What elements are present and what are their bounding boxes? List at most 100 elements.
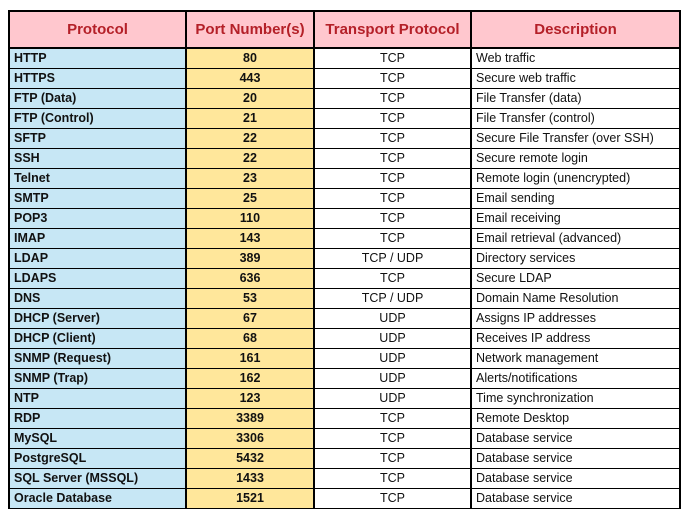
table-row: SFTP 22 TCP Secure File Transfer (over S… xyxy=(8,127,681,149)
header-description: Description xyxy=(470,10,681,49)
protocol-cell: SSH xyxy=(8,147,187,169)
protocol-cell: SMTP xyxy=(8,187,187,209)
description-cell: Remote Desktop xyxy=(470,407,681,429)
description-cell: File Transfer (control) xyxy=(470,107,681,129)
header-port-numbers: Port Number(s) xyxy=(185,10,315,49)
description-cell: Email receiving xyxy=(470,207,681,229)
description-cell: Directory services xyxy=(470,247,681,269)
description-cell: Web traffic xyxy=(470,47,681,69)
port-cell: 25 xyxy=(185,187,315,209)
protocol-cell: Oracle Database xyxy=(8,487,187,509)
table-row: DHCP (Client) 68 UDP Receives IP address xyxy=(8,327,681,349)
port-cell: 143 xyxy=(185,227,315,249)
table-row: POP3 110 TCP Email receiving xyxy=(8,207,681,229)
transport-cell: TCP xyxy=(313,467,472,489)
port-cell: 21 xyxy=(185,107,315,129)
port-cell: 67 xyxy=(185,307,315,329)
table-row: Telnet 23 TCP Remote login (unencrypted) xyxy=(8,167,681,189)
protocol-port-table: Protocol Port Number(s) Transport Protoc… xyxy=(8,10,681,509)
table-row: IMAP 143 TCP Email retrieval (advanced) xyxy=(8,227,681,249)
port-cell: 5432 xyxy=(185,447,315,469)
transport-cell: UDP xyxy=(313,367,472,389)
port-cell: 636 xyxy=(185,267,315,289)
port-cell: 20 xyxy=(185,87,315,109)
protocol-cell: LDAPS xyxy=(8,267,187,289)
description-cell: Assigns IP addresses xyxy=(470,307,681,329)
description-cell: Secure web traffic xyxy=(470,67,681,89)
table-row: HTTPS 443 TCP Secure web traffic xyxy=(8,67,681,89)
port-cell: 162 xyxy=(185,367,315,389)
description-cell: Secure remote login xyxy=(470,147,681,169)
protocol-cell: Telnet xyxy=(8,167,187,189)
table-row: HTTP 80 TCP Web traffic xyxy=(8,47,681,69)
table-row: FTP (Data) 20 TCP File Transfer (data) xyxy=(8,87,681,109)
table-row: MySQL 3306 TCP Database service xyxy=(8,427,681,449)
port-cell: 389 xyxy=(185,247,315,269)
port-cell: 3306 xyxy=(185,427,315,449)
table-row: Oracle Database 1521 TCP Database servic… xyxy=(8,487,681,509)
transport-cell: TCP xyxy=(313,227,472,249)
transport-cell: TCP xyxy=(313,167,472,189)
protocol-cell: PostgreSQL xyxy=(8,447,187,469)
port-cell: 22 xyxy=(185,147,315,169)
header-row: Protocol Port Number(s) Transport Protoc… xyxy=(8,10,681,49)
transport-cell: TCP xyxy=(313,267,472,289)
port-cell: 161 xyxy=(185,347,315,369)
transport-cell: UDP xyxy=(313,347,472,369)
port-cell: 443 xyxy=(185,67,315,89)
transport-cell: TCP xyxy=(313,447,472,469)
table-row: SNMP (Request) 161 UDP Network managemen… xyxy=(8,347,681,369)
port-cell: 3389 xyxy=(185,407,315,429)
protocol-port-table-sheet: Protocol Port Number(s) Transport Protoc… xyxy=(8,10,681,509)
description-cell: Domain Name Resolution xyxy=(470,287,681,309)
table-row: FTP (Control) 21 TCP File Transfer (cont… xyxy=(8,107,681,129)
table-row: DHCP (Server) 67 UDP Assigns IP addresse… xyxy=(8,307,681,329)
port-cell: 123 xyxy=(185,387,315,409)
transport-cell: TCP xyxy=(313,207,472,229)
table-row: SNMP (Trap) 162 UDP Alerts/notifications xyxy=(8,367,681,389)
table-row: LDAP 389 TCP / UDP Directory services xyxy=(8,247,681,269)
port-cell: 23 xyxy=(185,167,315,189)
transport-cell: TCP xyxy=(313,67,472,89)
header-protocol: Protocol xyxy=(8,10,187,49)
table-row: DNS 53 TCP / UDP Domain Name Resolution xyxy=(8,287,681,309)
transport-cell: UDP xyxy=(313,307,472,329)
transport-cell: TCP xyxy=(313,47,472,69)
port-cell: 110 xyxy=(185,207,315,229)
table-row: PostgreSQL 5432 TCP Database service xyxy=(8,447,681,469)
transport-cell: UDP xyxy=(313,387,472,409)
table-row: SQL Server (MSSQL) 1433 TCP Database ser… xyxy=(8,467,681,489)
transport-cell: TCP xyxy=(313,127,472,149)
description-cell: Secure File Transfer (over SSH) xyxy=(470,127,681,149)
transport-cell: TCP / UDP xyxy=(313,247,472,269)
protocol-cell: IMAP xyxy=(8,227,187,249)
table-row: SMTP 25 TCP Email sending xyxy=(8,187,681,209)
description-cell: File Transfer (data) xyxy=(470,87,681,109)
description-cell: Email retrieval (advanced) xyxy=(470,227,681,249)
protocol-cell: LDAP xyxy=(8,247,187,269)
transport-cell: TCP xyxy=(313,427,472,449)
description-cell: Network management xyxy=(470,347,681,369)
table-row: SSH 22 TCP Secure remote login xyxy=(8,147,681,169)
description-cell: Database service xyxy=(470,487,681,509)
protocol-cell: NTP xyxy=(8,387,187,409)
description-cell: Database service xyxy=(470,467,681,489)
port-cell: 1433 xyxy=(185,467,315,489)
table-row: LDAPS 636 TCP Secure LDAP xyxy=(8,267,681,289)
protocol-cell: SNMP (Trap) xyxy=(8,367,187,389)
transport-cell: TCP xyxy=(313,487,472,509)
protocol-cell: DHCP (Client) xyxy=(8,327,187,349)
description-cell: Secure LDAP xyxy=(470,267,681,289)
port-cell: 53 xyxy=(185,287,315,309)
transport-cell: TCP xyxy=(313,107,472,129)
protocol-cell: SFTP xyxy=(8,127,187,149)
description-cell: Time synchronization xyxy=(470,387,681,409)
protocol-cell: FTP (Control) xyxy=(8,107,187,129)
protocol-cell: FTP (Data) xyxy=(8,87,187,109)
transport-cell: TCP / UDP xyxy=(313,287,472,309)
transport-cell: TCP xyxy=(313,87,472,109)
description-cell: Email sending xyxy=(470,187,681,209)
port-cell: 1521 xyxy=(185,487,315,509)
protocol-cell: HTTPS xyxy=(8,67,187,89)
description-cell: Receives IP address xyxy=(470,327,681,349)
